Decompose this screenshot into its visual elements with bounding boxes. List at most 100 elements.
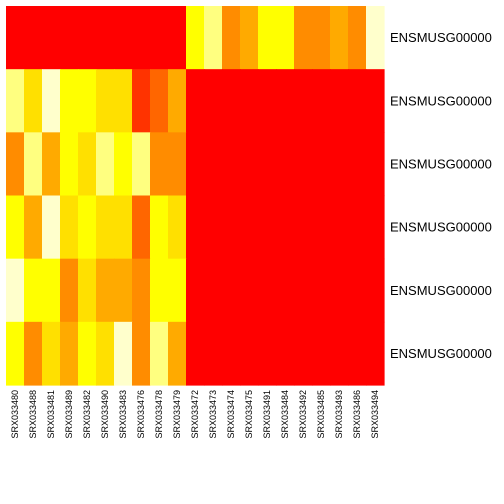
column-label: SRX033491 [262,390,272,439]
heatmap-cell-r5-c10 [186,321,205,386]
heatmap-cell-r0-c12 [222,6,241,70]
heatmap-cell-r1-c13 [240,69,259,133]
heatmap-cell-r5-c3 [60,321,79,386]
heatmap-cell-r2-c18 [330,132,349,197]
column-label: SRX033479 [172,390,182,439]
heatmap-cell-r0-c3 [60,6,79,70]
heatmap-cell-r1-c10 [186,69,205,133]
column-label: SRX033488 [28,390,38,439]
heatmap-cell-r4-c12 [222,258,241,323]
heatmap-cell-r1-c15 [276,69,295,133]
heatmap-cell-r4-c10 [186,258,205,323]
heatmap-cell-r1-c3 [60,69,79,133]
row-label: ENSMUSG00000 [390,30,492,45]
heatmap-cell-r2-c13 [240,132,259,197]
heatmap-cell-r0-c13 [240,6,259,70]
heatmap-cell-r2-c3 [60,132,79,197]
heatmap-cell-r5-c8 [150,321,169,386]
heatmap-cell-r2-c4 [78,132,97,197]
heatmap-cell-r1-c4 [78,69,97,133]
heatmap-cell-r3-c10 [186,195,205,260]
heatmap-cell-r5-c4 [78,321,97,386]
heatmap-cell-r4-c18 [330,258,349,323]
heatmap-cell-r0-c8 [150,6,169,70]
column-label: SRX033486 [352,390,362,439]
column-label: SRX033476 [136,390,146,439]
heatmap-cell-r5-c6 [114,321,133,386]
heatmap-cell-r5-c19 [348,321,367,386]
heatmap-cell-r4-c15 [276,258,295,323]
heatmap-cell-r2-c17 [312,132,331,197]
heatmap-cell-r2-c2 [42,132,61,197]
heatmap-cell-r1-c7 [132,69,151,133]
heatmap-cell-r5-c20 [366,321,385,386]
heatmap-cell-r4-c3 [60,258,79,323]
heatmap-cell-r4-c14 [258,258,277,323]
heatmap-cell-r2-c5 [96,132,115,197]
heatmap-cell-r4-c0 [6,258,25,323]
heatmap-cell-r3-c18 [330,195,349,260]
row-label: ENSMUSG00000 [390,283,492,298]
heatmap-cell-r2-c0 [6,132,25,197]
heatmap-cell-r1-c14 [258,69,277,133]
heatmap-cell-r0-c20 [366,6,385,70]
heatmap-cell-r5-c13 [240,321,259,386]
heatmap-cell-r2-c12 [222,132,241,197]
heatmap-cell-r5-c18 [330,321,349,386]
heatmap-cell-r0-c1 [24,6,43,70]
heatmap-cell-r4-c11 [204,258,223,323]
heatmap-cell-r4-c19 [348,258,367,323]
heatmap-cell-r3-c5 [96,195,115,260]
heatmap-cell-r4-c8 [150,258,169,323]
heatmap-cell-r0-c7 [132,6,151,70]
row-labels: ENSMUSG00000 ENSMUSG00000 ENSMUSG00000 ENSM… [390,30,492,361]
heatmap-cell-r4-c13 [240,258,259,323]
heatmap-cell-r1-c20 [366,69,385,133]
heatmap-cell-r5-c11 [204,321,223,386]
heatmap-cell-r0-c9 [168,6,187,70]
row-label: ENSMUSG00000 [390,220,492,235]
heatmap-cell-r3-c19 [348,195,367,260]
heatmap-cell-r5-c2 [42,321,61,386]
heatmap-cell-r3-c7 [132,195,151,260]
heatmap-cell-r1-c18 [330,69,349,133]
heatmap-cell-r3-c13 [240,195,259,260]
heatmap-cell-r3-c4 [78,195,97,260]
heatmap-cell-r5-c17 [312,321,331,386]
heatmap-cell-r0-c17 [312,6,331,70]
column-label: SRX033492 [298,390,308,439]
heatmap-cell-r2-c16 [294,132,313,197]
heatmap-cell-r0-c4 [78,6,97,70]
heatmap-cell-r3-c15 [276,195,295,260]
heatmap-cell-r4-c17 [312,258,331,323]
heatmap-cell-r1-c19 [348,69,367,133]
heatmap-cell-r3-c1 [24,195,43,260]
heatmap-cell-r2-c14 [258,132,277,197]
heatmap-cell-r3-c8 [150,195,169,260]
heatmap-cell-r3-c12 [222,195,241,260]
heatmap-cell-r2-c20 [366,132,385,197]
heatmap-cell-r5-c14 [258,321,277,386]
heatmap-cell-r3-c14 [258,195,277,260]
column-label: SRX033493 [334,390,344,439]
heatmap-cell-r4-c5 [96,258,115,323]
heatmap-cell-r0-c5 [96,6,115,70]
heatmap-cell-r0-c0 [6,6,25,70]
heatmap-cell-r5-c7 [132,321,151,386]
heatmap-cell-r4-c16 [294,258,313,323]
column-label: SRX033482 [82,390,92,439]
column-label: SRX033472 [190,390,200,439]
heatmap-cell-r2-c10 [186,132,205,197]
heatmap-cell-r1-c0 [6,69,25,133]
heatmap-cell-r2-c6 [114,132,133,197]
heatmap-cell-r1-c5 [96,69,115,133]
heatmap-cell-r4-c20 [366,258,385,323]
heatmap-cell-r4-c7 [132,258,151,323]
heatmap-cell-r1-c17 [312,69,331,133]
heatmap-cell-r0-c19 [348,6,367,70]
heatmap-cell-r4-c6 [114,258,133,323]
heatmap-cell-r0-c18 [330,6,349,70]
row-label: ENSMUSG00000 [390,346,492,361]
column-label: SRX033494 [370,390,380,439]
